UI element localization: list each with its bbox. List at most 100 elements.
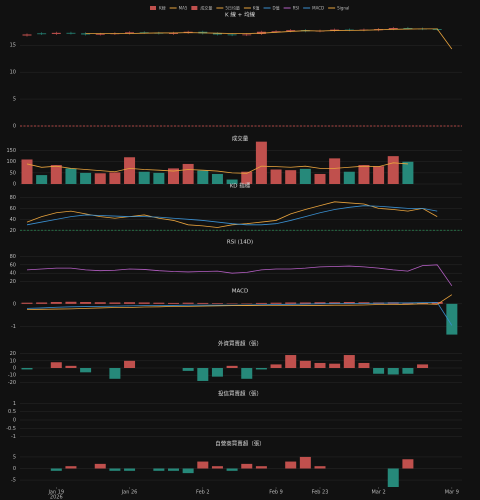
bar xyxy=(285,170,297,184)
bar xyxy=(314,302,326,304)
bar xyxy=(65,466,77,469)
candle-body xyxy=(95,33,105,35)
x-tick-label: Mar 2 xyxy=(371,490,385,496)
panel-title: K 線 + 均線 xyxy=(225,11,255,19)
bar xyxy=(182,468,194,474)
y-tick-label: 15 xyxy=(10,43,16,49)
series-line xyxy=(26,294,453,310)
bar xyxy=(446,303,458,335)
y-tick-label: 40 xyxy=(10,271,16,277)
y-tick-label: -10 xyxy=(8,373,16,379)
bar xyxy=(109,468,121,471)
panel-title: 外資買賣超（張） xyxy=(218,340,262,348)
bar xyxy=(417,364,429,368)
bar xyxy=(153,468,165,471)
candle-body xyxy=(271,31,281,33)
y-tick-label: -5 xyxy=(11,478,16,484)
legend-label: D值 xyxy=(273,5,280,11)
bar xyxy=(109,172,121,184)
x-tick-label: Jan 26 xyxy=(121,490,138,496)
series-line xyxy=(26,264,453,287)
bar xyxy=(329,363,341,368)
bar xyxy=(314,362,326,368)
candle-body xyxy=(227,34,237,36)
bar xyxy=(80,368,92,373)
y-tick-label: 100 xyxy=(6,159,16,165)
y-tick-label: 20 xyxy=(10,279,16,285)
x-tick-label: Feb 23 xyxy=(312,490,329,496)
y-tick-label: 150 xyxy=(6,148,16,154)
bar xyxy=(314,466,326,469)
y-tick-label: 60 xyxy=(10,262,16,268)
bar xyxy=(373,166,385,184)
bar xyxy=(50,302,62,304)
bar xyxy=(197,368,209,381)
bar xyxy=(80,302,92,304)
bar xyxy=(387,156,399,184)
series-line xyxy=(26,162,408,174)
bar xyxy=(387,368,399,375)
bar xyxy=(94,302,106,304)
legend-label: K值 xyxy=(253,5,260,11)
bar xyxy=(329,158,341,184)
bar xyxy=(124,468,136,471)
series-line xyxy=(85,28,453,50)
bar xyxy=(168,168,179,184)
bar xyxy=(402,459,414,469)
series-line xyxy=(26,302,453,326)
bar xyxy=(285,355,297,368)
y-tick-label: 5 xyxy=(13,454,16,460)
bar xyxy=(65,168,77,184)
bar xyxy=(255,302,267,304)
bar xyxy=(124,302,136,304)
bar xyxy=(299,360,311,368)
candle-body xyxy=(212,33,222,35)
y-tick-label: 20 xyxy=(10,351,16,357)
legend-label: 5日均量 xyxy=(225,5,240,11)
bar xyxy=(109,302,121,304)
bar xyxy=(182,163,194,184)
candle-body xyxy=(37,33,47,35)
bar xyxy=(343,302,355,304)
bar xyxy=(65,365,77,368)
candle-body xyxy=(66,32,76,34)
bar xyxy=(65,301,77,304)
bar xyxy=(50,468,62,471)
bar xyxy=(255,141,267,184)
bar xyxy=(94,173,106,184)
bar xyxy=(402,368,414,374)
bar xyxy=(21,159,33,184)
y-tick-label: 80 xyxy=(10,195,16,201)
legend-label: K線 xyxy=(159,5,166,11)
x-tick-label: Feb 9 xyxy=(269,490,283,496)
bar xyxy=(124,360,136,368)
bar xyxy=(270,302,282,304)
bar xyxy=(402,161,414,184)
bar xyxy=(226,179,238,184)
panel-title: RSI (14D) xyxy=(227,240,253,246)
y-tick-label: 1 xyxy=(13,401,16,407)
bar xyxy=(124,157,136,184)
y-tick-label: 0 xyxy=(13,182,16,188)
legend-label: MACD xyxy=(312,6,324,11)
legend-label: MA5 xyxy=(179,6,188,11)
bar xyxy=(358,362,370,368)
y-tick-label: 5 xyxy=(13,97,16,103)
bar xyxy=(241,463,253,469)
bar xyxy=(343,355,355,368)
bar xyxy=(314,173,326,184)
bar xyxy=(138,171,150,184)
bar xyxy=(197,302,209,304)
bar xyxy=(299,168,311,184)
series-line xyxy=(26,205,438,226)
bar xyxy=(182,302,194,304)
legend-label: RSI xyxy=(293,6,300,11)
bar xyxy=(109,368,121,379)
bar xyxy=(50,165,62,184)
candle-body xyxy=(22,34,32,36)
bar xyxy=(168,302,179,304)
bar xyxy=(270,169,282,184)
bar xyxy=(80,172,92,184)
bar xyxy=(168,468,179,471)
y-tick-label: -20 xyxy=(8,380,16,386)
